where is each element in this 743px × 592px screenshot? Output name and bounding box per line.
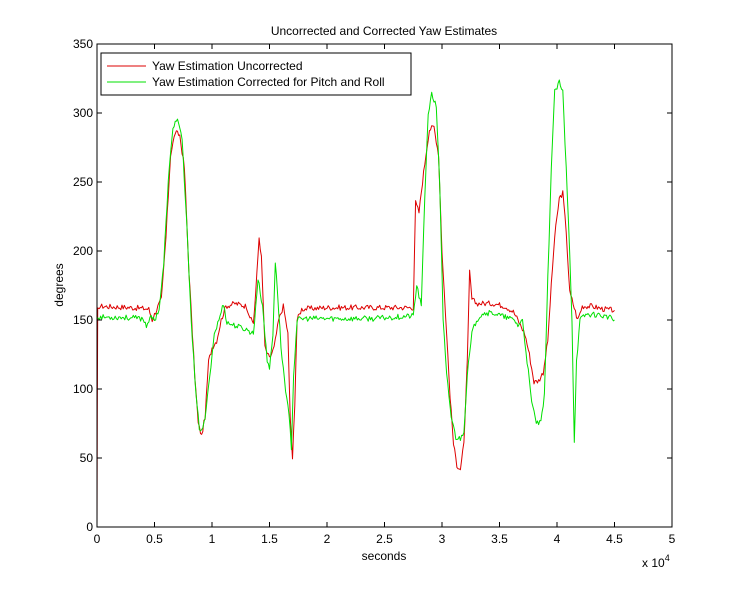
x-tick-label: 1 <box>209 532 216 546</box>
x-tick-label: 0.5 <box>146 532 163 546</box>
y-tick-label: 0 <box>86 520 93 534</box>
y-axis-label: degrees <box>52 263 66 306</box>
y-tick-label: 250 <box>73 175 93 189</box>
x-tick-label: 1.5 <box>261 532 278 546</box>
legend-box <box>100 52 412 96</box>
x-tick-label: 4 <box>554 532 561 546</box>
x-tick-label: 3 <box>439 532 446 546</box>
y-tick-label: 100 <box>73 382 93 396</box>
y-tick-label: 350 <box>73 37 93 51</box>
y-tick-label: 50 <box>80 451 94 465</box>
x-tick-label: 2 <box>324 532 331 546</box>
axis-ticks: 0 0.5 1 1.5 2 2.5 3 3.5 4 4.5 50501001502002503003… <box>73 37 676 546</box>
x-tick-label: 2.5 <box>376 532 393 546</box>
legend-label-corrected: Yaw Estimation Corrected for Pitch and R… <box>152 75 385 89</box>
chart-title: Uncorrected and Corrected Yaw Estimates <box>271 24 497 38</box>
x-exponent-label: x 104 <box>642 553 670 570</box>
series-layer <box>96 79 615 528</box>
x-tick-label: 0 <box>94 532 101 546</box>
y-tick-label: 200 <box>73 244 93 258</box>
x-tick-label: 3.5 <box>491 532 508 546</box>
x-tick-label: 5 <box>669 532 676 546</box>
x-axis-label: seconds <box>362 549 407 563</box>
plot-area <box>97 44 672 527</box>
y-tick-label: 150 <box>73 313 93 327</box>
legend: Yaw Estimation Uncorrected Yaw Estimatio… <box>100 52 412 96</box>
x-tick-label: 4.5 <box>606 532 623 546</box>
legend-label-uncorrected: Yaw Estimation Uncorrected <box>152 59 303 73</box>
x-exponent-base: x 10 <box>642 556 665 570</box>
y-tick-label: 300 <box>73 106 93 120</box>
x-exponent-power: 4 <box>665 553 670 563</box>
axes-box <box>96 43 673 528</box>
series-line-corrected <box>96 79 615 451</box>
